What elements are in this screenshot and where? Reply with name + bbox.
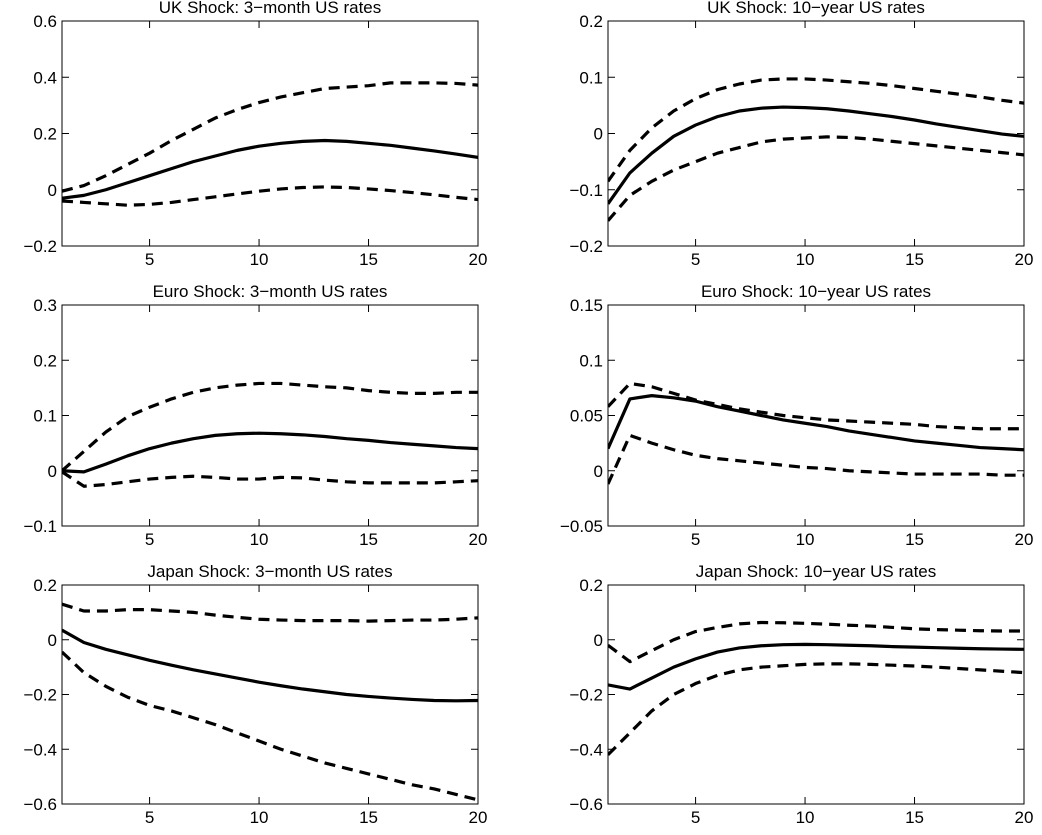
upper-band-line xyxy=(62,602,478,623)
x-tick-label: 10 xyxy=(796,250,815,269)
x-tick-label: 5 xyxy=(145,808,154,827)
panel-3: Euro Shock: 3−month US rates 5 10 15 20 −0.1 0… xyxy=(23,282,487,549)
panel-2: UK Shock: 10−year US rates 5 10 15 20 −0.2 −0.… xyxy=(569,0,1033,269)
y-tick-label: −0.2 xyxy=(569,686,603,705)
x-tick-label: 10 xyxy=(796,530,815,549)
x-tick-label: 5 xyxy=(691,808,700,827)
upper-band-line xyxy=(608,77,1024,183)
x-tick-label: 20 xyxy=(1015,250,1034,269)
y-tick-label: −0.05 xyxy=(560,517,603,536)
x-tick-label: 15 xyxy=(905,530,924,549)
panel-title: Euro Shock: 3−month US rates xyxy=(153,282,388,301)
series-group xyxy=(608,77,1024,222)
y-tick-label: −0.4 xyxy=(23,740,57,759)
y-tick-label: −0.2 xyxy=(569,237,603,256)
y-tick-label: 0 xyxy=(48,462,57,481)
y-tick-label: 0 xyxy=(48,631,57,650)
panel-title: Japan Shock: 10−year US rates xyxy=(696,562,937,581)
upper-band-line xyxy=(608,381,1024,431)
panel-title: Japan Shock: 3−month US rates xyxy=(147,562,392,581)
x-tick-label: 15 xyxy=(359,808,378,827)
axes-box xyxy=(607,304,1025,527)
y-tick-label: 0.2 xyxy=(33,125,57,144)
y-tick-label: −0.2 xyxy=(23,686,57,705)
lower-band-line xyxy=(608,433,1024,485)
x-tick-label: 5 xyxy=(145,250,154,269)
y-tick-label: 0 xyxy=(594,462,603,481)
y-tick-label: −0.4 xyxy=(569,740,603,759)
response-line xyxy=(62,431,478,474)
y-tick-label: 0 xyxy=(48,181,57,200)
panel-5: Japan Shock: 3−month US rates 5 10 15 20 −0.6… xyxy=(23,562,487,827)
lower-band-line xyxy=(608,662,1024,756)
x-tick-label: 5 xyxy=(145,530,154,549)
series-group xyxy=(62,602,478,802)
axes-box xyxy=(61,20,479,247)
x-tick-label: 15 xyxy=(905,808,924,827)
y-tick-label: 0.3 xyxy=(33,296,57,315)
series-group xyxy=(608,620,1024,756)
response-line xyxy=(608,394,1024,452)
y-tick-label: 0.1 xyxy=(579,351,603,370)
x-tick-label: 15 xyxy=(359,250,378,269)
response-line xyxy=(608,105,1024,205)
panel-6: Japan Shock: 10−year US rates 5 10 15 20 −0.6… xyxy=(569,562,1033,827)
panel-title: UK Shock: 3−month US rates xyxy=(159,0,382,17)
x-tick-label: 10 xyxy=(250,530,269,549)
response-line xyxy=(608,642,1024,691)
series-group xyxy=(62,81,478,207)
axes-box xyxy=(607,584,1025,805)
x-tick-label: 5 xyxy=(691,250,700,269)
y-tick-label: 0.1 xyxy=(579,68,603,87)
panel-1: UK Shock: 3−month US rates 5 10 15 20 −0.2 0 0.… xyxy=(23,0,487,269)
y-tick-label: −0.6 xyxy=(23,795,57,814)
x-tick-label: 20 xyxy=(1015,530,1034,549)
upper-band-line xyxy=(62,81,478,193)
x-tick-label: 5 xyxy=(691,530,700,549)
axes-box xyxy=(61,304,479,527)
y-tick-label: 0.1 xyxy=(33,407,57,426)
y-tick-label: 0 xyxy=(594,125,603,144)
y-tick-label: −0.1 xyxy=(569,181,603,200)
y-tick-label: 0.2 xyxy=(33,576,57,595)
y-tick-label: −0.6 xyxy=(569,795,603,814)
x-tick-label: 10 xyxy=(250,250,269,269)
lower-band-line xyxy=(62,185,478,207)
panel-4: Euro Shock: 10−year US rates 5 10 15 20 −0.05… xyxy=(560,282,1033,549)
y-tick-label: 0.4 xyxy=(33,68,57,87)
y-tick-label: 0.2 xyxy=(33,351,57,370)
y-tick-label: 0.2 xyxy=(579,576,603,595)
response-line xyxy=(62,628,478,703)
y-tick-label: −0.2 xyxy=(23,237,57,256)
x-tick-label: 20 xyxy=(469,808,488,827)
y-tick-label: 0.15 xyxy=(570,296,603,315)
response-line xyxy=(62,138,478,200)
series-group xyxy=(62,381,478,488)
x-tick-label: 20 xyxy=(1015,808,1034,827)
series-group xyxy=(608,381,1024,485)
axes-box xyxy=(607,20,1025,247)
panel-title: Euro Shock: 10−year US rates xyxy=(701,282,931,301)
y-tick-label: 0.2 xyxy=(579,12,603,31)
panel-title: UK Shock: 10−year US rates xyxy=(707,0,925,17)
lower-band-line xyxy=(608,135,1024,222)
y-tick-label: 0 xyxy=(594,631,603,650)
x-tick-label: 20 xyxy=(469,250,488,269)
y-tick-label: −0.1 xyxy=(23,517,57,536)
upper-band-line xyxy=(608,620,1024,664)
x-tick-label: 20 xyxy=(469,530,488,549)
y-tick-label: 0.05 xyxy=(570,407,603,426)
x-tick-label: 10 xyxy=(796,808,815,827)
y-tick-label: 0.6 xyxy=(33,12,57,31)
lower-band-line xyxy=(62,470,478,488)
x-tick-label: 10 xyxy=(250,808,269,827)
x-tick-label: 15 xyxy=(359,530,378,549)
x-tick-label: 15 xyxy=(905,250,924,269)
